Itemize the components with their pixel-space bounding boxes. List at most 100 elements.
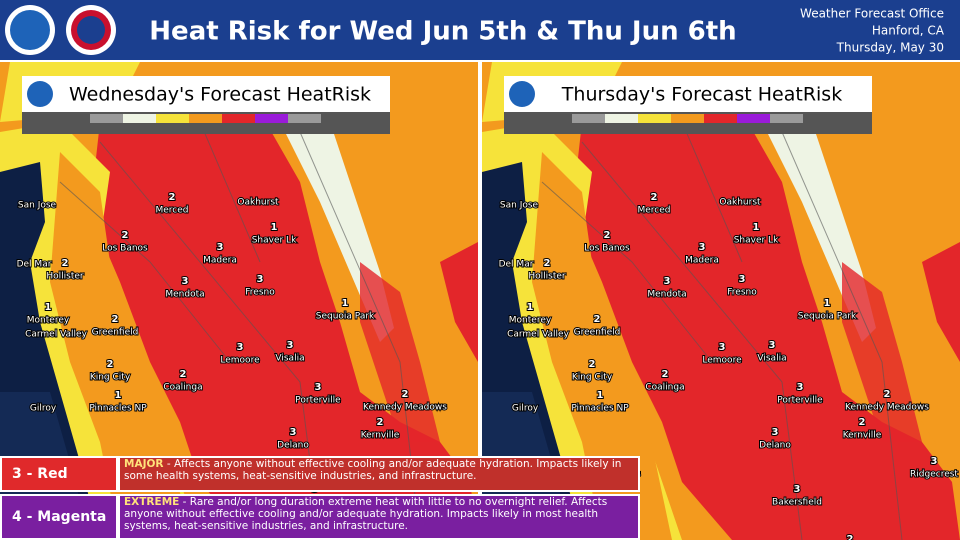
- level-label: 3 - Red: [12, 466, 68, 482]
- risk-level: 2: [544, 258, 551, 269]
- place-name: Pinnacles NP: [89, 404, 147, 414]
- risk-level: 2: [594, 314, 601, 325]
- risk-level: 3: [769, 340, 776, 351]
- noaa-icon: [27, 81, 53, 107]
- risk-level: 3: [315, 382, 322, 393]
- place-name: Mendota: [647, 290, 686, 300]
- place-name: Pinnacles NP: [571, 404, 629, 414]
- risk-level: 1: [597, 390, 604, 401]
- scale-swatch: [156, 114, 189, 123]
- place-name: Los Banos: [102, 244, 148, 254]
- scale-swatch: [123, 114, 156, 123]
- risk-level: 2: [62, 258, 69, 269]
- place-name: Ridgecrest: [910, 470, 958, 480]
- place-name: Oakhurst: [719, 198, 761, 208]
- place-name: Del Mar: [499, 260, 534, 270]
- place-name: Oakhurst: [237, 198, 279, 208]
- risk-level: 2: [589, 359, 596, 370]
- scale-swatch: [671, 114, 704, 123]
- place-name: King City: [572, 373, 613, 383]
- place-name: Porterville: [777, 396, 823, 406]
- place-name: Fresno: [727, 288, 757, 298]
- place-name: Shaver Lk: [252, 236, 297, 246]
- place-name: Delano: [759, 441, 791, 451]
- level-box: [2, 496, 116, 538]
- severity-text: - Rare and/or long duration extreme heat…: [124, 496, 608, 532]
- description: EXTREME - Rare and/or long duration extr…: [124, 496, 636, 532]
- risk-level: 2: [122, 230, 129, 241]
- maps: Wednesday's Forecast HeatRisk San Jose Mer…: [0, 62, 960, 544]
- risk-level: 3: [794, 484, 801, 495]
- risk-level: 3: [237, 342, 244, 353]
- map-title-box: [504, 76, 872, 112]
- risk-level: 3: [719, 342, 726, 353]
- risk-level: 1: [824, 298, 831, 309]
- place-name: Kernville: [361, 431, 400, 441]
- scale-swatch: [704, 114, 737, 123]
- place-name: Monterey: [27, 316, 70, 326]
- scale-swatch: [572, 114, 605, 123]
- place-name: Coalinga: [645, 383, 684, 393]
- risk-level: 3: [217, 242, 224, 253]
- noaa-icon: [509, 81, 535, 107]
- place-name: Greenfield: [574, 328, 621, 338]
- risk-level: 3: [290, 427, 297, 438]
- risk-level: 2: [107, 359, 114, 370]
- header-bar: [0, 0, 960, 60]
- risk-level: 3: [739, 274, 746, 285]
- severity: MAJOR: [124, 458, 164, 470]
- place-name: Del Mar: [17, 260, 52, 270]
- place-name: Hollister: [46, 272, 84, 282]
- place-name: Merced: [155, 206, 188, 216]
- place-name: Carmel Valley: [25, 330, 88, 340]
- risk-level: 2: [662, 369, 669, 380]
- place-name: San Jose: [18, 201, 57, 211]
- location: Hanford, CA: [872, 24, 945, 38]
- place-name: Lemoore: [702, 356, 742, 366]
- risk-level: 2: [112, 314, 119, 325]
- place-name: Delano: [277, 441, 309, 451]
- issue-date: Thursday, May 30: [836, 41, 944, 55]
- scale-swatch: [288, 114, 321, 123]
- risk-level: 1: [342, 298, 349, 309]
- risk-level: 3: [182, 276, 189, 287]
- level-box: [2, 458, 116, 490]
- severity-text: - Affects anyone without effective cooli…: [124, 458, 622, 482]
- risk-level: 3: [797, 382, 804, 393]
- scale-swatch: [605, 114, 638, 123]
- risk-level: 3: [257, 274, 264, 285]
- risk-level: 3: [699, 242, 706, 253]
- scale-swatch: [189, 114, 222, 123]
- slide-title: Heat Risk for Wed Jun 5th & Thu Jun 6th: [149, 17, 736, 47]
- risk-level: 2: [884, 389, 891, 400]
- place-name: Gilroy: [30, 404, 57, 414]
- scale-swatch: [222, 114, 255, 123]
- legend: 3 - Red MAJOR - Affects anyone without ef…: [0, 456, 640, 540]
- risk-level: 3: [772, 427, 779, 438]
- risk-level: 2: [651, 192, 658, 203]
- scale-swatch: [770, 114, 803, 123]
- risk-level: 2: [402, 389, 409, 400]
- place-name: Shaver Lk: [734, 236, 779, 246]
- place-name: King City: [90, 373, 131, 383]
- place-name: Carmel Valley: [507, 330, 570, 340]
- office: Weather Forecast Office: [800, 7, 944, 21]
- place-name: San Jose: [500, 201, 539, 211]
- risk-level: 2: [377, 417, 384, 428]
- place-name: Sequoia Park: [798, 312, 857, 322]
- place-name: Kernville: [843, 431, 882, 441]
- place-name: Visalia: [275, 354, 304, 364]
- place-name: Porterville: [295, 396, 341, 406]
- place-name: Greenfield: [92, 328, 139, 338]
- risk-level: 1: [271, 222, 278, 233]
- description-box: [120, 496, 638, 538]
- scale-swatch: [737, 114, 770, 123]
- risk-level: 3: [664, 276, 671, 287]
- map-title: Thursday's Forecast HeatRisk: [561, 84, 842, 106]
- place-name: Madera: [685, 256, 719, 266]
- risk-level: 2: [169, 192, 176, 203]
- place-name: Gilroy: [512, 404, 539, 414]
- level-label: 4 - Magenta: [12, 509, 106, 525]
- risk-level: 2: [847, 534, 854, 540]
- place-name: Coalinga: [163, 383, 202, 393]
